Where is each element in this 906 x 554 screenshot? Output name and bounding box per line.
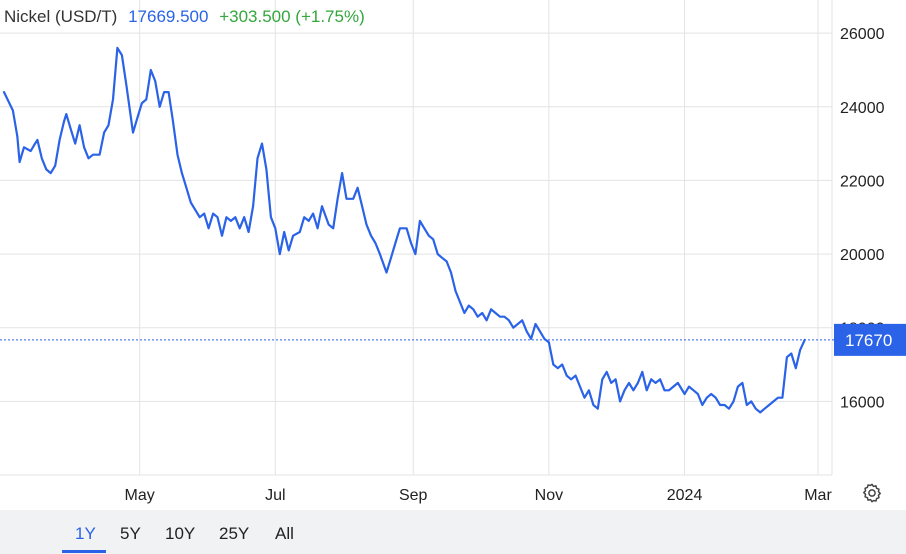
- x-tick-label: Nov: [535, 487, 563, 504]
- price-chart: 160001800020000220002400026000 MayJulSep…: [0, 0, 906, 504]
- price-series-line: [2, 46, 806, 414]
- range-button-all[interactable]: All: [275, 524, 294, 543]
- chart-header: Nickel (USD/T) 17669.500 +303.500 (+1.75…: [4, 7, 365, 27]
- current-price-tag: 17670: [834, 323, 906, 356]
- x-tick-label: Jul: [265, 487, 285, 504]
- active-range-indicator: [62, 550, 106, 553]
- x-axis-ticks: May Jul Sep Nov 2024 Mar: [125, 487, 833, 504]
- price-change: +303.500 (+1.75%): [219, 7, 365, 26]
- price-tag-background: [834, 323, 906, 356]
- x-tick-label: Mar: [804, 487, 832, 504]
- price-tag-label: 17670: [845, 331, 892, 350]
- y-tick-label: 22000: [840, 173, 885, 190]
- range-button-5y[interactable]: 5Y: [120, 524, 141, 543]
- x-tick-label: Sep: [399, 487, 428, 504]
- gear-icon[interactable]: [861, 482, 883, 504]
- y-tick-label: 24000: [840, 100, 885, 117]
- range-button-1y[interactable]: 1Y: [75, 524, 96, 543]
- x-tick-label: 2024: [667, 487, 703, 504]
- x-tick-label: May: [125, 487, 155, 504]
- y-tick-label: 20000: [840, 247, 885, 264]
- range-button-25y[interactable]: 25Y: [219, 524, 250, 543]
- last-price: 17669.500: [128, 7, 209, 26]
- y-tick-label: 16000: [840, 394, 885, 411]
- grid-lines: [0, 0, 833, 476]
- y-tick-label: 26000: [840, 26, 885, 43]
- range-selector-bar: 1Y 5Y 10Y 25Y All: [0, 510, 906, 554]
- instrument-name: Nickel (USD/T): [4, 7, 118, 26]
- range-button-10y[interactable]: 10Y: [165, 524, 196, 543]
